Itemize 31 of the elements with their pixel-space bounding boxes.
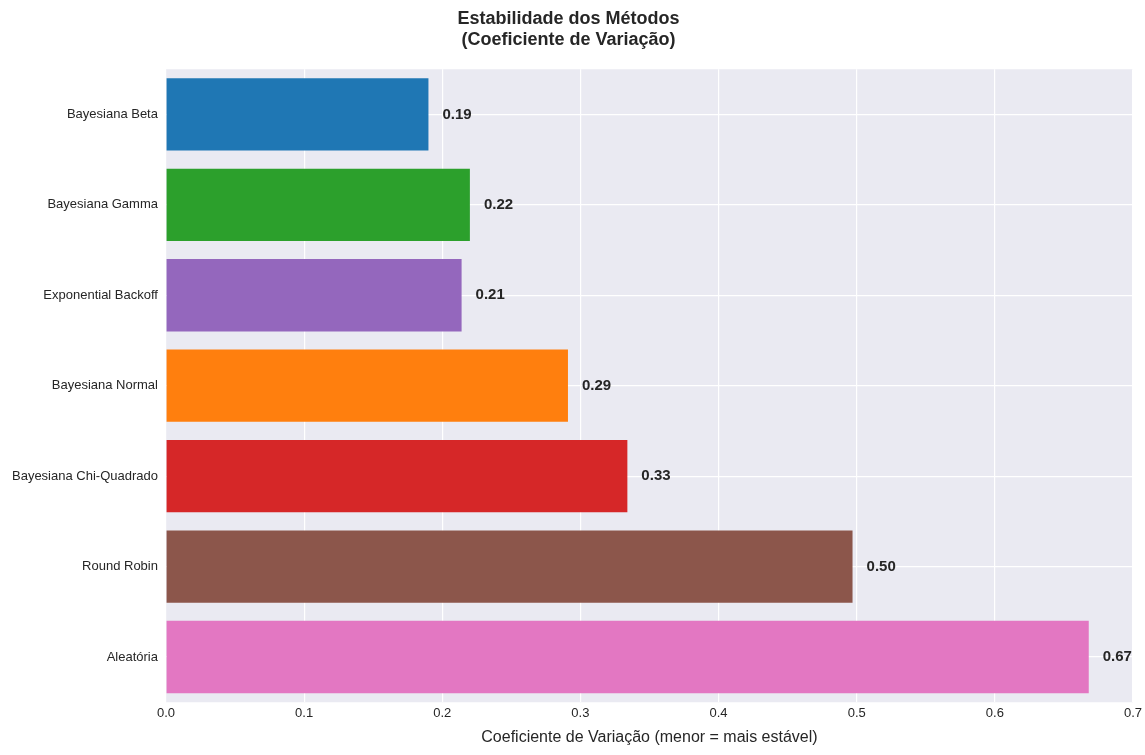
x-tick-label: 0.0: [156, 704, 176, 720]
y-tick-label: Round Robin: [82, 558, 158, 574]
data-label: 0.67: [1102, 647, 1132, 665]
x-tick-label: 0.6: [985, 704, 1004, 720]
bar: [166, 620, 1089, 694]
y-tick-label: Bayesiana Beta: [66, 105, 159, 121]
x-tick-label: 0.1: [295, 704, 314, 720]
y-tick-label: Bayesiana Normal: [51, 377, 159, 393]
x-axis-title: Coeficiente de Variação (menor = mais estável): [481, 727, 818, 745]
bar: [166, 168, 470, 242]
x-tick-label: 0.2: [433, 704, 452, 720]
bar: [166, 439, 628, 513]
y-tick-label: Bayesiana Chi-Quadrado: [11, 467, 158, 483]
x-tick-label: 0.7: [1123, 704, 1142, 720]
data-label: 0.21: [475, 285, 505, 303]
y-tick-label: Bayesiana Gamma: [47, 196, 159, 212]
data-label: 0.33: [641, 466, 671, 484]
x-tick-label: 0.4: [709, 704, 728, 720]
x-tick-label: 0.3: [571, 704, 590, 720]
x-tick-label: 0.5: [847, 704, 866, 720]
bar: [166, 349, 568, 422]
data-label: 0.22: [483, 194, 514, 212]
y-tick-label: Exponential Backoff: [43, 286, 159, 302]
data-label: 0.50: [866, 556, 896, 574]
bar: [166, 78, 429, 151]
data-label: 0.19: [442, 104, 472, 122]
bar: [166, 530, 853, 603]
data-label: 0.29: [581, 375, 612, 393]
chart-title: Estabilidade dos Métodos (Coeficiente de Variação): [457, 7, 680, 50]
y-tick-label: Aleatória: [106, 648, 159, 664]
bar: [166, 259, 462, 332]
